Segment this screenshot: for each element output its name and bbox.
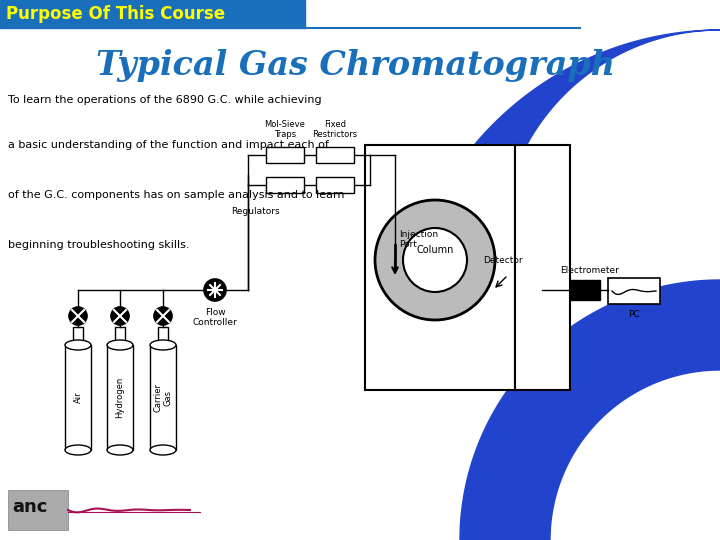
Text: Fixed
Restrictors: Fixed Restrictors bbox=[312, 119, 358, 139]
Text: anc: anc bbox=[12, 498, 48, 516]
Bar bbox=[158, 327, 168, 345]
Text: Detector: Detector bbox=[483, 256, 523, 265]
Circle shape bbox=[69, 307, 87, 325]
Bar bbox=[0, 0, 305, 28]
Text: Purpose Of This Course: Purpose Of This Course bbox=[6, 5, 225, 23]
Text: Carrier
Gas: Carrier Gas bbox=[153, 383, 173, 412]
Bar bbox=[73, 327, 83, 345]
Polygon shape bbox=[460, 280, 720, 540]
Bar bbox=[316, 147, 354, 163]
Circle shape bbox=[204, 279, 226, 301]
Circle shape bbox=[375, 200, 495, 320]
Ellipse shape bbox=[150, 445, 176, 455]
Text: a basic understanding of the function and impact each of: a basic understanding of the function an… bbox=[8, 140, 329, 150]
Ellipse shape bbox=[107, 340, 133, 350]
Bar bbox=[515, 145, 570, 390]
Text: of the G.C. components has on sample analysis and to learn: of the G.C. components has on sample ana… bbox=[8, 190, 344, 200]
Text: PC: PC bbox=[628, 310, 640, 319]
Text: To learn the operations of the 6890 G.C. while achieving: To learn the operations of the 6890 G.C.… bbox=[8, 95, 322, 105]
Ellipse shape bbox=[107, 445, 133, 455]
Text: Air: Air bbox=[73, 392, 83, 403]
Text: Injection
Port: Injection Port bbox=[399, 230, 438, 249]
Bar bbox=[107, 345, 133, 450]
Bar bbox=[65, 345, 91, 450]
Bar bbox=[8, 490, 68, 530]
Ellipse shape bbox=[150, 340, 176, 350]
Bar bbox=[115, 327, 125, 345]
Text: Regulators: Regulators bbox=[230, 207, 279, 216]
Text: Typical Gas Chromatograph: Typical Gas Chromatograph bbox=[96, 49, 614, 82]
Text: Mol-Sieve
Traps: Mol-Sieve Traps bbox=[264, 119, 305, 139]
Text: Flow
Controller: Flow Controller bbox=[193, 308, 238, 327]
Bar bbox=[365, 145, 515, 390]
Ellipse shape bbox=[65, 445, 91, 455]
Ellipse shape bbox=[65, 340, 91, 350]
Bar bbox=[150, 345, 176, 450]
Bar bbox=[570, 280, 600, 300]
Bar bbox=[316, 177, 354, 193]
Bar bbox=[608, 278, 660, 304]
Circle shape bbox=[403, 228, 467, 292]
Bar bbox=[266, 177, 304, 193]
Bar bbox=[266, 147, 304, 163]
Text: Column: Column bbox=[416, 245, 454, 255]
Polygon shape bbox=[400, 30, 720, 350]
Circle shape bbox=[154, 307, 172, 325]
Circle shape bbox=[111, 307, 129, 325]
Text: Electrometer: Electrometer bbox=[561, 266, 619, 275]
Text: Hydrogen: Hydrogen bbox=[115, 377, 125, 418]
Text: beginning troubleshooting skills.: beginning troubleshooting skills. bbox=[8, 240, 189, 250]
